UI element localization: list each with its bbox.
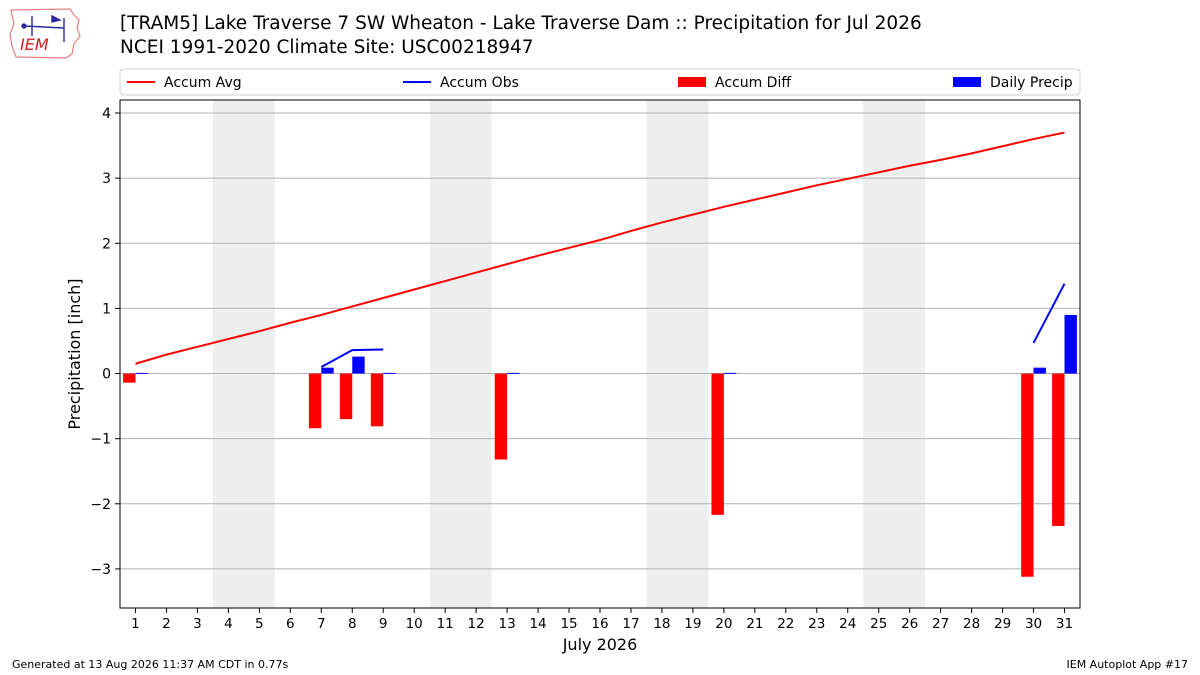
x-tick-label: 26 xyxy=(901,616,918,632)
y-tick-label: 1 xyxy=(102,301,111,317)
y-tick-label: −1 xyxy=(90,432,111,448)
accum-obs-line xyxy=(320,348,384,368)
legend-box xyxy=(119,68,1081,96)
x-tick-label: 19 xyxy=(684,616,701,632)
legend-entry-label: Accum Diff xyxy=(715,75,791,91)
iem-logo: IEM xyxy=(9,8,81,59)
accum-diff-bar xyxy=(1021,373,1034,577)
daily-precip-bar xyxy=(507,372,520,374)
accum-diff-bar xyxy=(711,373,724,515)
accum-diff-bar xyxy=(1052,373,1065,526)
x-tick-label: 17 xyxy=(622,616,639,632)
x-tick-label: 30 xyxy=(1025,616,1042,632)
x-tick-label: 1 xyxy=(131,616,140,632)
accum-avg-line xyxy=(135,131,1065,365)
daily-precip-bar xyxy=(723,372,737,374)
x-tick-label: 16 xyxy=(591,616,608,632)
x-tick-label: 29 xyxy=(994,616,1011,632)
accum-diff-bar xyxy=(308,373,322,429)
y-axis-label: Precipitation [inch] xyxy=(65,278,84,429)
iowa-state-outline-icon xyxy=(9,8,81,59)
x-tick-label: 7 xyxy=(317,616,326,632)
x-tick-label: 28 xyxy=(963,616,980,632)
accum-diff-bar xyxy=(494,373,508,460)
legend-entry-label: Accum Obs xyxy=(440,75,519,91)
y-tick-label: −2 xyxy=(90,497,111,513)
weather-station-icon xyxy=(21,14,65,42)
x-tick-label: 25 xyxy=(870,616,887,632)
x-tick-label: 24 xyxy=(839,616,856,632)
accum-diff-bar xyxy=(370,373,384,427)
x-tick-label: 21 xyxy=(746,616,763,632)
weekend-shade-3 xyxy=(646,100,709,608)
daily-precip-bar xyxy=(352,356,365,374)
legend-swatch-box xyxy=(953,77,981,87)
weekend-shade-2 xyxy=(429,100,492,608)
x-tick-label: 13 xyxy=(499,616,516,632)
weekend-shade-1 xyxy=(212,100,275,608)
x-tick-label: 15 xyxy=(560,616,577,632)
daily-precip-bar xyxy=(383,372,396,374)
x-axis-label: July 2026 xyxy=(562,635,638,654)
x-tick-label: 18 xyxy=(653,616,670,632)
y-tick-label: 2 xyxy=(102,236,111,252)
legend-entry-label: Accum Avg xyxy=(164,75,242,91)
x-tick-label: 2 xyxy=(162,616,171,632)
iem-logo-text: IEM xyxy=(20,35,49,54)
daily-precip-bar xyxy=(135,372,148,374)
x-tick-label: 6 xyxy=(286,616,295,632)
x-tick-label: 12 xyxy=(468,616,485,632)
weekend-shade-4 xyxy=(863,100,926,608)
y-tick-label: 4 xyxy=(102,106,111,122)
x-tick-label: 14 xyxy=(529,616,546,632)
accum-diff-bar xyxy=(339,373,353,420)
x-tick-label: 20 xyxy=(715,616,732,632)
y-tick-label: 3 xyxy=(102,171,111,187)
autoplot-app-label: IEM Autoplot App #17 xyxy=(1066,658,1189,671)
x-tick-label: 10 xyxy=(406,616,423,632)
x-tick-label: 8 xyxy=(348,616,357,632)
x-tick-label: 5 xyxy=(255,616,264,632)
plot-frame xyxy=(119,99,1081,609)
x-tick-label: 4 xyxy=(224,616,233,632)
daily-precip-bar xyxy=(321,367,334,374)
legend-entry-label: Daily Precip xyxy=(990,75,1073,91)
y-tick-label: −3 xyxy=(90,562,111,578)
x-tick-label: 11 xyxy=(437,616,454,632)
x-tick-label: 3 xyxy=(193,616,202,632)
x-tick-label: 22 xyxy=(777,616,794,632)
accum-diff-bar xyxy=(123,373,136,383)
daily-precip-bar xyxy=(1064,314,1077,374)
legend-swatch-box xyxy=(678,77,706,87)
chart-title: [TRAM5] Lake Traverse 7 SW Wheaton - Lak… xyxy=(120,13,922,34)
y-tick-label: 0 xyxy=(102,367,111,383)
daily-precip-bar xyxy=(1033,367,1046,374)
chart-subtitle: NCEI 1991-2020 Climate Site: USC00218947 xyxy=(120,37,534,58)
x-tick-label: 31 xyxy=(1056,616,1073,632)
accum-obs-line xyxy=(1032,283,1066,344)
x-tick-label: 27 xyxy=(932,616,949,632)
x-tick-label: 23 xyxy=(808,616,825,632)
generated-timestamp: Generated at 13 Aug 2026 11:37 AM CDT in… xyxy=(12,658,289,671)
x-tick-label: 9 xyxy=(379,616,388,632)
